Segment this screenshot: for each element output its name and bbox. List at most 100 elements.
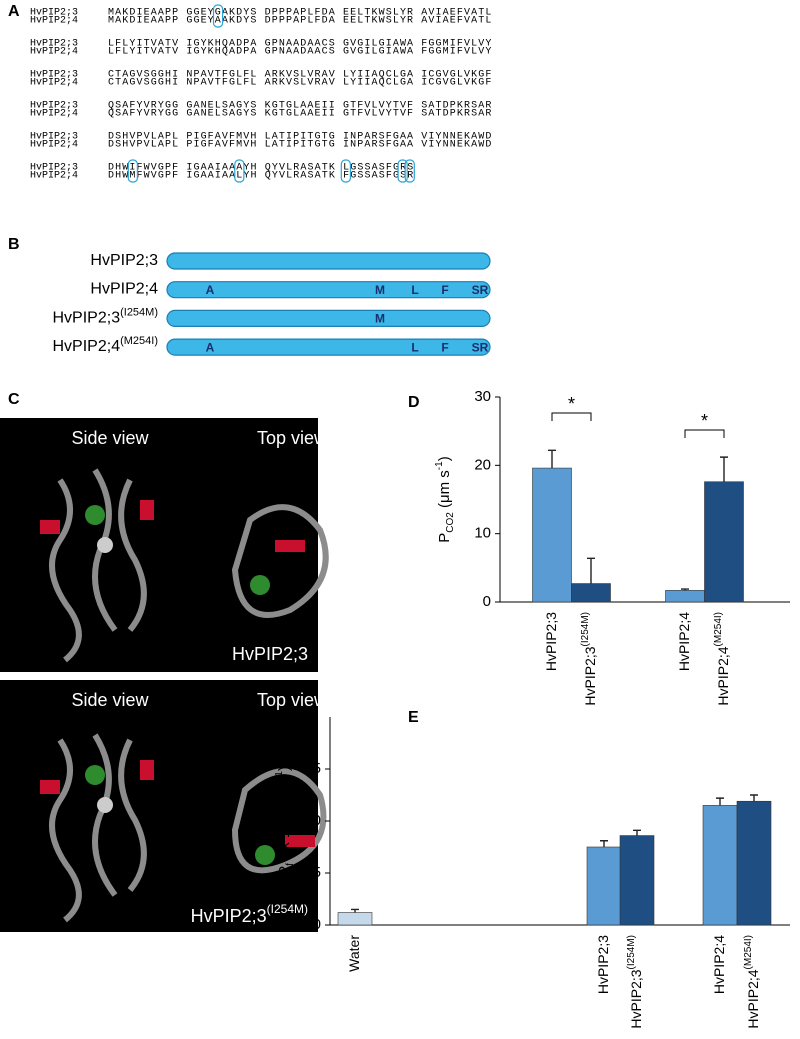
structure-image	[0, 680, 318, 932]
difference-highlight	[404, 159, 415, 183]
y-label-part: -1	[434, 461, 445, 470]
bar	[702, 805, 738, 926]
residue-label: L	[411, 283, 418, 297]
category: HvPIP2;3	[582, 646, 598, 705]
residue	[140, 500, 154, 520]
sequence-name: HvPIP2;3	[30, 39, 78, 50]
sequence-name: HvPIP2;4	[30, 47, 78, 58]
helix	[49, 738, 82, 923]
name: HvPIP2;4	[90, 281, 158, 298]
helix	[118, 738, 147, 892]
significance-label: *	[701, 411, 708, 431]
residue-label: F	[441, 283, 448, 297]
y-axis-label: Pf ( x 102 cm s-1)	[274, 766, 296, 876]
name: HvPIP2;4	[53, 338, 121, 355]
y-tick-label: 0	[483, 593, 491, 610]
y-tick-label: 1.5	[300, 760, 321, 777]
protein-name: HvPIP2;3(I254M)	[53, 306, 159, 326]
error-bar	[548, 449, 556, 469]
difference-highlight	[127, 159, 139, 183]
name: HvPIP2;3	[90, 252, 158, 269]
sequence: LFLYITVATV IGYKHQADPA GPNAADAACS GVGILGI…	[108, 39, 491, 50]
sequence-name: HvPIP2;4	[30, 78, 78, 89]
x-tick-label: HvPIP2;4	[711, 935, 727, 994]
x-tick-label: HvPIP2;3	[595, 935, 611, 994]
y-label-part: f	[285, 863, 296, 866]
x-tick-label: HvPIP2;3(I254M)	[580, 612, 598, 706]
bar	[586, 846, 622, 926]
residue	[97, 797, 113, 813]
x-tick-label: Water	[346, 935, 362, 972]
residue	[140, 760, 154, 780]
y-label-part: P	[436, 533, 453, 543]
protein-bar	[166, 338, 491, 356]
y-tick-label: 10	[474, 525, 491, 542]
caption: HvPIP2;3	[191, 906, 267, 926]
protein-bar	[166, 309, 491, 327]
sequence: DHWMFWVGPF IGAAIAALYH QYVLRASATK FGSSASF…	[108, 171, 413, 182]
sequence: DSHVPVLAPL PIGFAVFMVH LATIPITGTG INPARSF…	[108, 132, 491, 143]
panel-label: B	[8, 236, 20, 253]
sequence: CTAGVSGGHI NPAVTFGLFL ARKVSLVRAV LYIIAQC…	[108, 70, 491, 81]
protein-name: HvPIP2;3	[90, 252, 158, 269]
bar	[665, 590, 705, 603]
category: Water	[346, 935, 362, 972]
x-tick-label: HvPIP2;4(M254I)	[743, 935, 761, 1029]
difference-highlight	[212, 4, 224, 28]
y-label-part: P	[276, 866, 293, 876]
sequence: QSAFYVRYGG GANELSAGYS KGTGLAAEII GTFVLVY…	[108, 101, 491, 112]
view-label: Side view	[71, 428, 149, 448]
category: HvPIP2;3	[543, 612, 559, 671]
sequence: MAKDIEAAPP GGEYGAKDYS DPPPAPLFDA EELTKWS…	[108, 8, 491, 19]
bar	[532, 467, 572, 603]
sequence-name: HvPIP2;3	[30, 163, 78, 174]
sequence-name: HvPIP2;3	[30, 70, 78, 81]
view-label: Top view	[257, 690, 328, 710]
category: HvPIP2;3	[595, 935, 611, 994]
x-tick-label: HvPIP2;3(I254M)	[626, 935, 644, 1029]
superscript: (I254M)	[580, 612, 591, 646]
y-label-part: (μm s	[436, 470, 453, 512]
superscript: (I254M)	[267, 902, 308, 916]
residue	[40, 520, 60, 534]
y-tick-label: 0	[313, 916, 321, 933]
panel-label: A	[8, 3, 20, 20]
bar	[571, 583, 611, 603]
error-bar	[750, 794, 758, 802]
significance-bracket	[551, 412, 592, 421]
view-label: Side view	[71, 690, 149, 710]
sequence: MAKDIEAAPP GGEYAAKDYS DPPPAPLFDA EELTKWS…	[108, 16, 491, 27]
residue-label: L	[411, 340, 418, 354]
helix	[231, 768, 327, 874]
superscript: (I254M)	[626, 935, 637, 969]
y-label-part: CO2	[445, 512, 456, 533]
protein-bar	[166, 281, 491, 299]
superscript: (I254M)	[120, 306, 158, 318]
sequence-name: HvPIP2;4	[30, 109, 78, 120]
residue	[285, 835, 315, 847]
residue	[255, 845, 275, 865]
residue	[250, 575, 270, 595]
category: HvPIP2;4	[711, 935, 727, 994]
residue-label: SR	[472, 283, 489, 297]
category: HvPIP2;4	[676, 612, 692, 671]
y-axis-label: PCO2 (μm s-1)	[434, 456, 456, 542]
sequence: DHWIFWVGPF IGAAIAAAYH QYVLRASATK LGSSASF…	[108, 163, 413, 174]
significance-label: *	[568, 394, 575, 414]
error-bar	[600, 840, 608, 847]
protein-bar	[166, 252, 491, 270]
helix	[92, 733, 118, 897]
panel-label: E	[408, 709, 419, 726]
sequence-name: HvPIP2;4	[30, 140, 78, 151]
structure-highlights	[40, 500, 315, 865]
sequence: LFLYITVATV IGYKHQADPA GPNAADAACS GVGILGI…	[108, 47, 491, 58]
sequence: CTAGVSGGHI NPAVTFGLFL ARKVSLVRAV LYIIAQC…	[108, 78, 491, 89]
y-tick-label: 20	[474, 456, 491, 473]
protein-name: HvPIP2;4	[90, 281, 158, 298]
sequence: DSHVPVLAPL PIGFAVFMVH LATIPITGTG INPARSF…	[108, 140, 491, 151]
sequence-name: HvPIP2;3	[30, 101, 78, 112]
error-bar	[351, 908, 359, 913]
name: HvPIP2;3	[53, 310, 121, 327]
